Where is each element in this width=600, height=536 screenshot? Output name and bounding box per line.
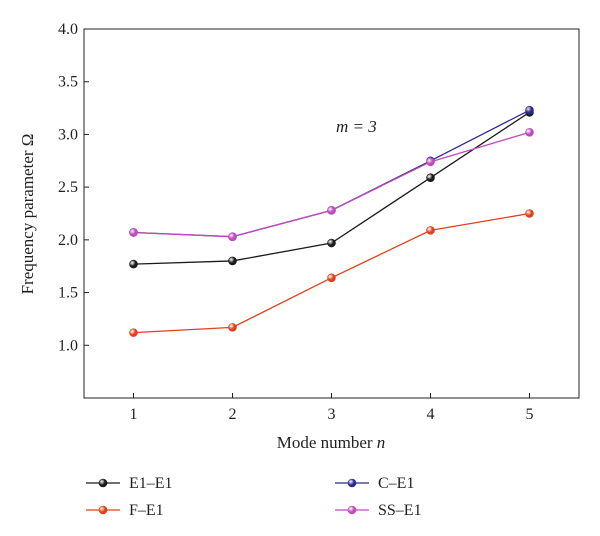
y-tick-label: 2.5 <box>58 179 78 196</box>
y-tick-label: 1.0 <box>58 337 78 354</box>
legend-marker-f-e1 <box>98 505 108 515</box>
legend-label-c-e1: C–E1 <box>378 475 414 492</box>
series-layer <box>129 105 534 337</box>
y-axis-label: Frequency parameter Ω <box>18 134 37 295</box>
data-point-ss-e1 <box>426 157 435 167</box>
series-line-c-e1 <box>133 109 530 238</box>
legend-marker-ss-e1 <box>347 505 357 515</box>
y-tick-label: 3.0 <box>58 126 78 143</box>
x-tick-label: 4 <box>427 406 435 423</box>
data-point-f-e1 <box>327 273 336 283</box>
x-tick-label: 3 <box>328 406 336 423</box>
data-point-ss-e1 <box>129 228 138 237</box>
series-line-f-e1 <box>133 212 530 334</box>
data-point-f-e1 <box>426 226 435 235</box>
legend-marker-e1-e1 <box>98 478 108 488</box>
y-tick-label: 3.5 <box>58 74 78 91</box>
data-point-ss-e1 <box>327 206 336 215</box>
legend: E1–E1 C–E1 F–E1 SS–E1 <box>86 475 422 519</box>
x-tick-label: 2 <box>229 406 237 423</box>
x-tick-label: 5 <box>526 406 534 423</box>
data-point-f-e1 <box>525 209 534 218</box>
x-axis-label: Mode number n <box>277 433 386 452</box>
data-point-f-e1 <box>228 323 237 332</box>
x-tick-label: 1 <box>130 406 138 423</box>
annotation-m: m = 3 <box>336 117 377 136</box>
axis-ticks: 1 2 3 4 5 1.0 1.5 2.0 2.5 3.0 3.5 4.0 <box>58 21 534 423</box>
legend-marker-c-e1 <box>347 478 357 488</box>
legend-label-e1-e1: E1–E1 <box>129 475 173 492</box>
y-tick-label: 1.5 <box>58 285 78 302</box>
data-point-e1-e1 <box>327 238 336 248</box>
data-point-ss-e1 <box>525 128 534 137</box>
data-point-ss-e1 <box>228 232 237 241</box>
y-tick-label: 4.0 <box>58 21 78 38</box>
data-point-e1-e1 <box>426 173 435 182</box>
legend-label-ss-e1: SS–E1 <box>378 502 422 519</box>
series-line-ss-e1 <box>133 131 530 238</box>
legend-label-f-e1: F–E1 <box>129 502 164 519</box>
data-point-e1-e1 <box>129 259 138 269</box>
y-tick-label: 2.0 <box>58 232 78 249</box>
data-point-c-e1 <box>525 105 534 115</box>
data-point-e1-e1 <box>228 256 237 266</box>
data-point-f-e1 <box>129 328 138 337</box>
